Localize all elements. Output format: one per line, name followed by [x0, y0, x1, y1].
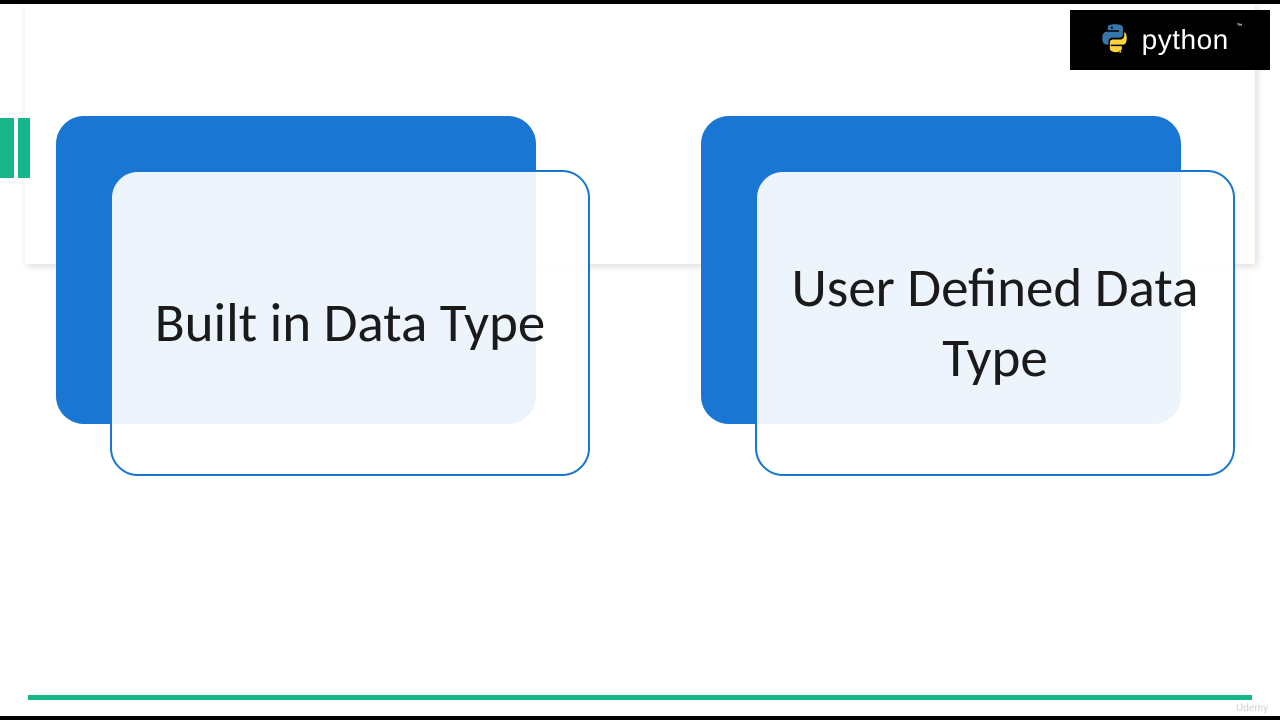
- bottom-accent-line: [28, 695, 1252, 700]
- accent-bar-1: [0, 118, 14, 178]
- card-text: User Defined Data Type: [787, 253, 1203, 394]
- python-badge-text: python: [1142, 24, 1229, 56]
- python-badge: python ™: [1070, 10, 1270, 70]
- card-group-builtin: Built in Data Type: [56, 116, 591, 476]
- card-front: Built in Data Type: [110, 170, 590, 476]
- card-front: User Defined Data Type: [755, 170, 1235, 476]
- trademark-symbol: ™: [1237, 22, 1243, 32]
- watermark: Udemy: [1236, 701, 1268, 714]
- accent-bar-2: [18, 118, 30, 178]
- bottom-border: [0, 716, 1280, 720]
- card-group-userdefined: User Defined Data Type: [701, 116, 1236, 476]
- python-logo-icon: [1098, 22, 1134, 58]
- cards-container: Built in Data Type User Defined Data Typ…: [56, 116, 1236, 476]
- card-text: Built in Data Type: [155, 288, 546, 358]
